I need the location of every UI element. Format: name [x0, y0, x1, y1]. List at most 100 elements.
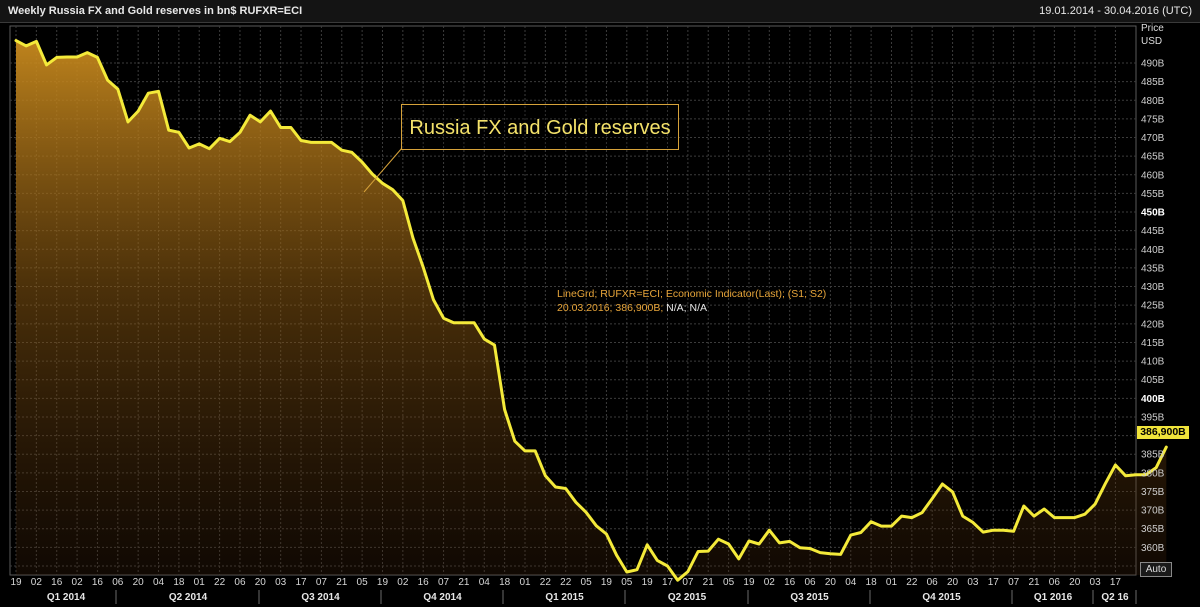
chart-canvas[interactable]: 355B360B365B370B375B380B385B390B395B400B…: [0, 22, 1200, 607]
y-tick-label: 490B: [1141, 59, 1165, 70]
y-tick-label: 405B: [1141, 375, 1165, 386]
quarter-label: Q3 2014: [301, 592, 340, 603]
y-tick-label: 380B: [1141, 468, 1165, 479]
x-tick-label: 21: [1028, 577, 1040, 588]
x-tick-label: 06: [234, 577, 246, 588]
x-tick-label: 07: [1008, 577, 1020, 588]
x-tick-label: 16: [92, 577, 104, 588]
leader-line: [363, 147, 403, 193]
x-tick-label: 19: [601, 577, 613, 588]
quarter-label: Q3 2015: [790, 592, 829, 603]
x-tick-label: 04: [479, 577, 491, 588]
x-tick-label: 07: [682, 577, 694, 588]
quarter-label: Q1 2014: [47, 592, 86, 603]
x-tick-label: 17: [662, 577, 674, 588]
currency-header-label: USD: [1141, 36, 1163, 47]
info-rest: N/A; N/A: [663, 302, 708, 314]
x-tick-label: 22: [214, 577, 226, 588]
x-tick-label: 19: [377, 577, 389, 588]
x-tick-label: 16: [418, 577, 430, 588]
y-tick-label: 480B: [1141, 96, 1165, 107]
x-tick-label: 19: [743, 577, 755, 588]
price-axis-header: Price USD: [1141, 22, 1164, 48]
y-tick-label: 365B: [1141, 524, 1165, 535]
chart-title: Weekly Russia FX and Gold reserves in bn…: [8, 5, 303, 17]
y-tick-label: 455B: [1141, 189, 1165, 200]
x-tick-label: 04: [845, 577, 857, 588]
title-bar: Weekly Russia FX and Gold reserves in bn…: [0, 0, 1200, 23]
info-date-value: 20.03.2016; 386,900B;: [557, 302, 664, 314]
x-tick-label: 06: [1049, 577, 1061, 588]
x-tick-label: 17: [988, 577, 1000, 588]
y-tick-label: 445B: [1141, 226, 1165, 237]
y-tick-label: 450B: [1141, 208, 1165, 219]
x-tick-label: 19: [10, 577, 22, 588]
info-line-1: LineGrd; RUFXR=ECI; Economic Indicator(L…: [557, 288, 827, 300]
x-tick-label: 20: [255, 577, 267, 588]
x-tick-label: 17: [1110, 577, 1122, 588]
y-tick-label: 420B: [1141, 319, 1165, 330]
x-tick-label: 20: [947, 577, 959, 588]
auto-scale-button[interactable]: Auto: [1140, 562, 1172, 577]
axis-layer: 355B360B365B370B375B380B385B390B395B400B…: [10, 59, 1165, 604]
quarter-label: Q4 2014: [423, 592, 462, 603]
x-tick-label: 06: [927, 577, 939, 588]
x-tick-label: 21: [336, 577, 348, 588]
x-tick-label: 20: [825, 577, 837, 588]
series-line: [14, 39, 1168, 582]
x-tick-label: 02: [397, 577, 409, 588]
x-tick-label: 18: [866, 577, 878, 588]
x-tick-label: 07: [316, 577, 328, 588]
x-tick-label: 03: [275, 577, 287, 588]
x-tick-label: 05: [581, 577, 593, 588]
quarter-label: Q2 16: [1101, 592, 1129, 603]
x-tick-label: 19: [642, 577, 654, 588]
x-tick-label: 03: [1090, 577, 1102, 588]
y-tick-label: 370B: [1141, 506, 1165, 517]
y-tick-label: 465B: [1141, 152, 1165, 163]
y-tick-label: 400B: [1141, 394, 1165, 405]
x-tick-label: 18: [499, 577, 511, 588]
y-tick-label: 360B: [1141, 543, 1165, 554]
last-value-badge: 386,900B: [1137, 426, 1189, 439]
y-tick-label: 470B: [1141, 133, 1165, 144]
series-annotation: Russia FX and Gold reserves: [401, 104, 679, 150]
x-tick-label: 21: [703, 577, 715, 588]
x-tick-label: 22: [906, 577, 918, 588]
x-tick-label: 01: [886, 577, 898, 588]
x-tick-label: 22: [540, 577, 552, 588]
series-area: [16, 40, 1167, 581]
y-tick-label: 440B: [1141, 245, 1165, 256]
x-tick-label: 04: [153, 577, 165, 588]
price-header-label: Price: [1141, 23, 1164, 34]
x-tick-label: 16: [784, 577, 796, 588]
x-tick-label: 01: [194, 577, 206, 588]
date-range: 19.01.2014 - 30.04.2016 (UTC): [1039, 5, 1192, 17]
y-tick-label: 460B: [1141, 170, 1165, 181]
x-tick-label: 22: [560, 577, 572, 588]
y-tick-label: 385B: [1141, 450, 1165, 461]
y-tick-label: 375B: [1141, 487, 1165, 498]
x-tick-label: 02: [31, 577, 43, 588]
y-tick-label: 410B: [1141, 357, 1165, 368]
area-layer: [16, 40, 1167, 581]
x-tick-label: 18: [173, 577, 185, 588]
y-tick-label: 435B: [1141, 263, 1165, 274]
x-tick-label: 20: [133, 577, 145, 588]
quarter-label: Q2 2015: [668, 592, 707, 603]
quarter-label: Q1 2016: [1034, 592, 1073, 603]
quarter-label: Q2 2014: [169, 592, 208, 603]
x-tick-label: 01: [519, 577, 531, 588]
x-tick-label: 16: [51, 577, 63, 588]
quarter-label: Q1 2015: [545, 592, 584, 603]
line-layer: [14, 39, 1168, 582]
y-tick-label: 430B: [1141, 282, 1165, 293]
x-tick-label: 20: [1069, 577, 1081, 588]
x-tick-label: 07: [438, 577, 450, 588]
x-tick-label: 06: [804, 577, 816, 588]
x-tick-label: 05: [357, 577, 369, 588]
x-tick-label: 03: [967, 577, 979, 588]
x-tick-label: 17: [295, 577, 307, 588]
info-line-2: 20.03.2016; 386,900B; N/A; N/A: [557, 302, 707, 314]
y-tick-label: 475B: [1141, 114, 1165, 125]
